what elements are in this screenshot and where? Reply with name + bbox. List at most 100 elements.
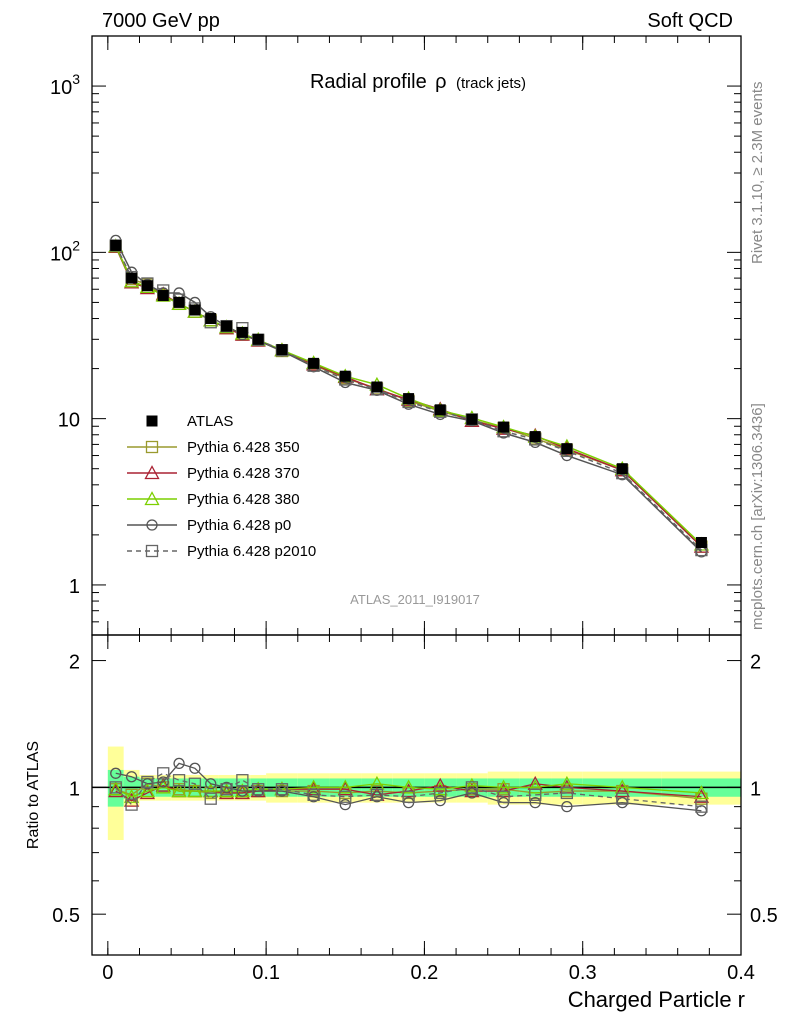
ratio-point — [529, 796, 541, 809]
data-point — [252, 333, 264, 345]
analysis-watermark: ATLAS_2011_I919017 — [350, 592, 480, 607]
header-left-label: 7000 GeV pp — [102, 10, 220, 32]
ratio-y-tick-label-left: 2 — [69, 652, 80, 674]
ratio-point — [432, 777, 448, 792]
ratio-point — [234, 785, 250, 800]
ratio-series-line — [115, 762, 702, 812]
ratio-point — [561, 800, 573, 813]
data-point — [276, 344, 288, 356]
header-right-label: Soft QCD — [647, 10, 733, 32]
y-tick-exponent: 2 — [72, 237, 80, 253]
main-series-line — [115, 240, 702, 553]
ratio-y-tick-label-right: 2 — [750, 652, 761, 674]
data-point — [221, 320, 233, 332]
ratio-point — [337, 781, 353, 796]
data-point — [157, 290, 169, 302]
ratio-point — [337, 779, 353, 794]
ratio-point — [252, 783, 265, 796]
ratio-point — [402, 790, 415, 803]
legend-label: Pythia 6.428 350 — [187, 439, 300, 456]
y-tick-base: 10 — [58, 410, 80, 432]
data-point — [695, 536, 707, 548]
legend-label: Pythia 6.428 370 — [187, 465, 300, 482]
ratio-point — [306, 779, 322, 794]
data-point — [371, 381, 383, 393]
ratio-point — [155, 779, 171, 794]
legend-marker — [145, 440, 159, 454]
ratio-y-tick-label-right: 1 — [750, 778, 761, 800]
data-point — [339, 370, 351, 382]
ratio-point — [370, 788, 384, 801]
data-point — [434, 404, 446, 416]
ratio-point — [465, 781, 479, 794]
x-tick-label: 0.3 — [569, 962, 597, 984]
legend-label: Pythia 6.428 p2010 — [187, 543, 316, 560]
ratio-point — [616, 792, 629, 805]
legend-label: Pythia 6.428 p0 — [187, 517, 291, 534]
ratio-point — [434, 786, 447, 800]
ratio-point — [218, 785, 235, 800]
ratio-y-tick-label-left: 0.5 — [52, 905, 80, 927]
ratio-point — [110, 767, 122, 779]
legend-item-atlas: ATLAS — [146, 413, 233, 430]
data-point — [110, 239, 122, 251]
ratio-point — [400, 779, 417, 794]
data-point — [403, 393, 415, 405]
data-point — [205, 313, 217, 325]
legend-label: Pythia 6.428 380 — [187, 491, 300, 508]
ratio-point — [695, 800, 708, 813]
ratio-point — [464, 777, 480, 792]
data-point — [529, 431, 541, 443]
ratio-point — [614, 783, 630, 798]
source-label: mcplots.cern.ch [arXiv:1306.3436] — [749, 403, 766, 630]
ratio-point — [529, 788, 542, 801]
ratio-point — [432, 781, 448, 796]
ratio-point — [307, 788, 320, 801]
legend-marker — [144, 465, 160, 480]
y-tick-label: 102 — [50, 237, 80, 265]
rivet-version-label: Rivet 3.1.10, ≥ 2.3M events — [749, 82, 766, 265]
data-point — [173, 296, 185, 308]
legend: ATLAS Pythia 6.428 350 Pythia 6.428 370 Pyt… — [127, 413, 316, 560]
legend-label: ATLAS — [187, 413, 233, 430]
legend-marker — [146, 415, 158, 427]
main-series-atlas — [110, 239, 707, 548]
ratio-point — [157, 776, 169, 788]
ratio-point — [693, 785, 710, 800]
ratio-point — [125, 771, 138, 783]
ratio-point — [204, 792, 217, 805]
ratio-point — [125, 798, 138, 811]
main-title-symbol: ρ — [435, 71, 446, 93]
y-tick-label: 1 — [69, 576, 80, 598]
legend-item-pythia-6-428-350: Pythia 6.428 350 — [127, 439, 300, 456]
ratio-point — [172, 774, 186, 787]
ratio-point — [109, 781, 122, 794]
legend-marker — [146, 519, 158, 531]
data-point — [141, 280, 153, 292]
main-series-line — [115, 245, 702, 546]
data-point — [189, 304, 201, 316]
ratio-point — [275, 783, 289, 796]
y-tick-label: 10 — [58, 410, 80, 432]
y-tick-label: 103 — [50, 71, 80, 99]
ratio-point — [173, 757, 185, 770]
ratio-point — [139, 783, 155, 798]
main-title-suffix: (track jets) — [456, 75, 526, 92]
x-tick-label: 0.1 — [252, 962, 280, 984]
ratio-point — [123, 788, 140, 803]
ratio-point — [108, 781, 124, 796]
legend-item-pythia-6-428-p0: Pythia 6.428 p0 — [127, 517, 291, 534]
data-point — [308, 357, 320, 369]
ratio-point — [220, 783, 233, 796]
ratio-y-axis-label: Ratio to ATLAS — [25, 741, 42, 849]
ratio-point — [171, 783, 187, 798]
ratio-y-tick-label-left: 1 — [69, 778, 80, 800]
ratio-series-line — [115, 772, 702, 808]
ratio-point — [560, 786, 574, 800]
ratio-point — [188, 777, 202, 790]
legend-marker — [144, 491, 160, 506]
ratio-point — [187, 783, 203, 798]
ratio-point — [189, 762, 201, 774]
x-tick-label: 0.4 — [727, 962, 755, 984]
